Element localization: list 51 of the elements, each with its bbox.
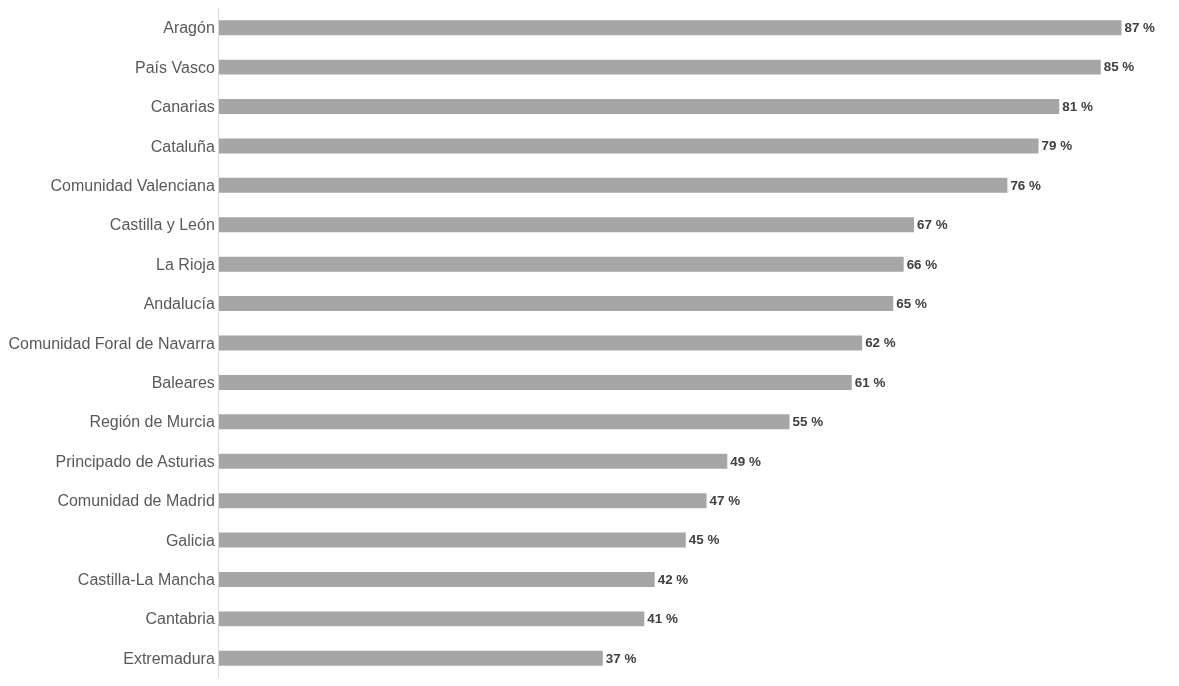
y-tick-label: Andalucía xyxy=(143,295,215,313)
bar xyxy=(219,374,852,390)
bar xyxy=(219,571,655,587)
bar xyxy=(219,217,915,233)
data-label: 85 % xyxy=(1103,59,1135,75)
y-tick-label: Aragón xyxy=(163,19,215,37)
y-tick-label: Canarias xyxy=(150,98,215,116)
data-label: 47 % xyxy=(709,492,741,508)
data-label: 79 % xyxy=(1041,138,1073,154)
y-tick-label: La Rioja xyxy=(156,255,215,273)
data-label: 76 % xyxy=(1010,177,1042,193)
y-tick-label: Castilla y León xyxy=(109,216,215,234)
data-label: 65 % xyxy=(896,295,927,311)
data-label: 42 % xyxy=(657,571,689,587)
data-label: 55 % xyxy=(792,414,824,430)
y-tick-label: Región de Murcia xyxy=(89,413,215,431)
data-label: 62 % xyxy=(865,335,896,351)
bar xyxy=(219,414,790,430)
y-tick-label: Comunidad Foral de Navarra xyxy=(8,334,215,352)
data-label: 81 % xyxy=(1062,98,1093,114)
bar xyxy=(219,493,707,509)
bar xyxy=(219,20,1122,36)
bar xyxy=(219,177,1008,193)
bar xyxy=(219,532,686,548)
y-tick-label: País Vasco xyxy=(135,58,215,76)
data-label: 67 % xyxy=(917,217,948,233)
bar xyxy=(219,650,603,666)
y-tick-label: Castilla-La Mancha xyxy=(77,571,215,589)
bar xyxy=(219,138,1039,154)
y-tick-label: Comunidad Valenciana xyxy=(50,176,215,194)
bar xyxy=(219,453,728,469)
y-tick-label: Extremadura xyxy=(123,649,215,667)
y-tick-label: Cataluña xyxy=(150,137,215,155)
y-tick-label: Principado de Asturias xyxy=(55,452,215,470)
data-label: 41 % xyxy=(647,611,678,627)
y-tick-label: Baleares xyxy=(151,374,215,392)
data-label: 87 % xyxy=(1124,20,1156,36)
bar xyxy=(219,99,1060,115)
data-label: 66 % xyxy=(906,256,938,272)
bar xyxy=(219,59,1101,75)
data-label: 45 % xyxy=(688,532,720,548)
data-label: 49 % xyxy=(730,453,761,469)
y-tick-label: Comunidad de Madrid xyxy=(57,492,215,510)
data-label: 61 % xyxy=(854,374,886,390)
y-tick-label: Galicia xyxy=(165,531,215,549)
y-tick-label: Cantabria xyxy=(145,610,215,628)
data-label: 37 % xyxy=(605,650,637,666)
bar xyxy=(219,256,904,272)
bar xyxy=(219,296,894,312)
bar xyxy=(219,335,863,351)
bar xyxy=(219,611,645,627)
